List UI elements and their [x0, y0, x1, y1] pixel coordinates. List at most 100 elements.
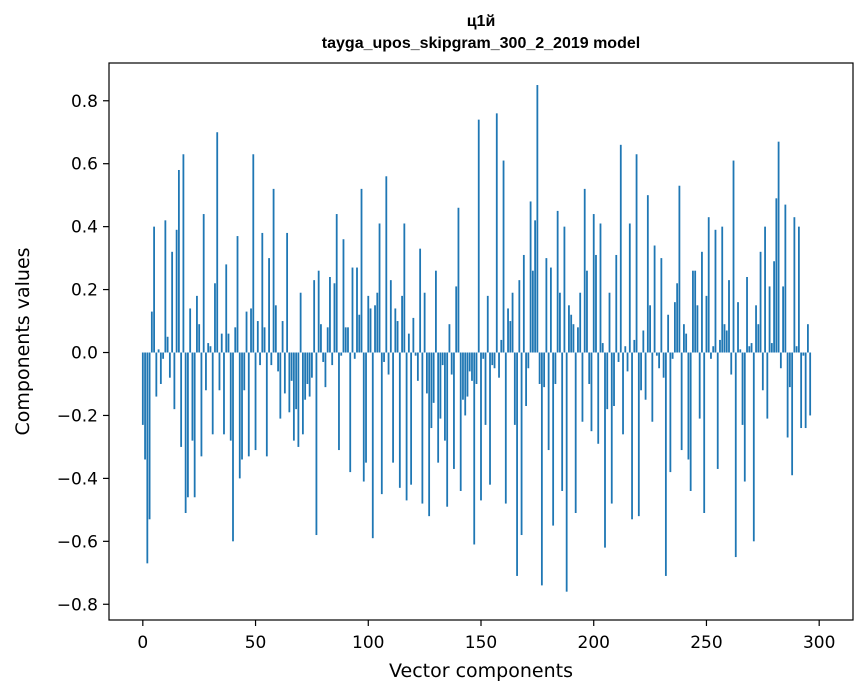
bar — [396, 321, 399, 353]
bar — [245, 311, 248, 353]
bar — [504, 352, 507, 504]
bar — [786, 352, 789, 438]
bar — [297, 352, 300, 447]
bar — [453, 352, 455, 469]
bar — [586, 270, 588, 353]
bar — [191, 352, 194, 441]
bar — [150, 311, 153, 353]
bar — [511, 292, 514, 353]
bar — [317, 270, 320, 353]
bar — [622, 352, 624, 435]
bar — [177, 169, 180, 353]
bar — [516, 352, 518, 576]
bar — [597, 352, 600, 444]
bar — [685, 333, 688, 353]
bar — [719, 339, 721, 353]
bar — [360, 188, 363, 353]
bar — [680, 352, 683, 451]
bar — [295, 352, 298, 410]
bar — [746, 276, 748, 353]
bar — [344, 327, 347, 353]
bar — [752, 352, 755, 542]
bar — [331, 352, 334, 366]
y-axis-ticks: −0.8 −0.6 −0.4 −0.2 0.0 0.2 0.4 0.6 0.8 — [57, 92, 109, 615]
bar — [768, 286, 771, 353]
bar — [362, 352, 365, 482]
bar — [202, 214, 205, 353]
bar — [198, 324, 201, 353]
bar — [743, 352, 746, 482]
x-tick-label: 100 — [352, 633, 384, 653]
bar — [250, 308, 252, 353]
bar — [509, 321, 512, 353]
bar — [207, 343, 210, 353]
bar — [351, 267, 354, 353]
bar — [247, 352, 250, 457]
bar — [462, 352, 464, 400]
bar — [692, 270, 694, 353]
bar — [662, 352, 665, 378]
bar — [696, 305, 699, 353]
x-tick-label: 300 — [803, 633, 835, 653]
bar — [209, 346, 212, 353]
bar — [513, 352, 516, 425]
bar — [401, 295, 403, 353]
bar — [216, 132, 219, 353]
bar — [256, 321, 259, 353]
bar — [376, 292, 379, 353]
bar — [759, 251, 762, 353]
bars-group — [141, 85, 812, 592]
bar — [292, 352, 295, 441]
bar — [365, 352, 367, 463]
bar — [791, 352, 794, 476]
bar — [272, 188, 275, 353]
bar — [734, 352, 737, 558]
y-axis-label: Components values — [12, 247, 34, 435]
bar — [482, 352, 485, 359]
bar — [707, 217, 710, 353]
y-tick-label: 0.6 — [71, 155, 98, 175]
bar — [338, 352, 340, 451]
bar — [333, 283, 336, 353]
bar — [637, 352, 640, 517]
bar — [184, 352, 187, 513]
bar — [225, 264, 228, 353]
bar — [270, 352, 273, 366]
y-tick-label: −0.8 — [57, 595, 98, 615]
bar — [320, 324, 322, 353]
bar — [581, 352, 584, 422]
bar — [728, 280, 730, 353]
bar — [358, 314, 361, 353]
bar — [764, 226, 766, 353]
bar — [556, 210, 559, 353]
bar — [193, 352, 196, 498]
bar — [459, 352, 462, 491]
bar — [583, 188, 586, 353]
bar — [635, 154, 638, 353]
y-tick-label: 0.4 — [71, 218, 98, 238]
bar — [624, 346, 627, 353]
bar — [531, 270, 534, 353]
bar — [227, 333, 230, 353]
bar — [166, 336, 169, 353]
bar — [574, 352, 577, 513]
bar — [480, 352, 482, 501]
bar — [428, 352, 431, 517]
bar — [595, 254, 597, 353]
bar — [491, 352, 494, 366]
bar — [784, 204, 787, 353]
bar — [568, 305, 570, 353]
bar — [633, 339, 636, 353]
bar — [683, 324, 685, 353]
bar — [626, 352, 629, 372]
bar — [141, 352, 144, 425]
bar — [779, 352, 782, 369]
bar — [777, 141, 780, 353]
bar — [283, 352, 286, 394]
chart-subtitle: tayga_upos_skipgram_300_2_2019 model — [321, 35, 641, 52]
bar — [552, 352, 555, 526]
bar — [712, 346, 715, 353]
bar — [241, 352, 243, 460]
bar — [304, 352, 307, 400]
